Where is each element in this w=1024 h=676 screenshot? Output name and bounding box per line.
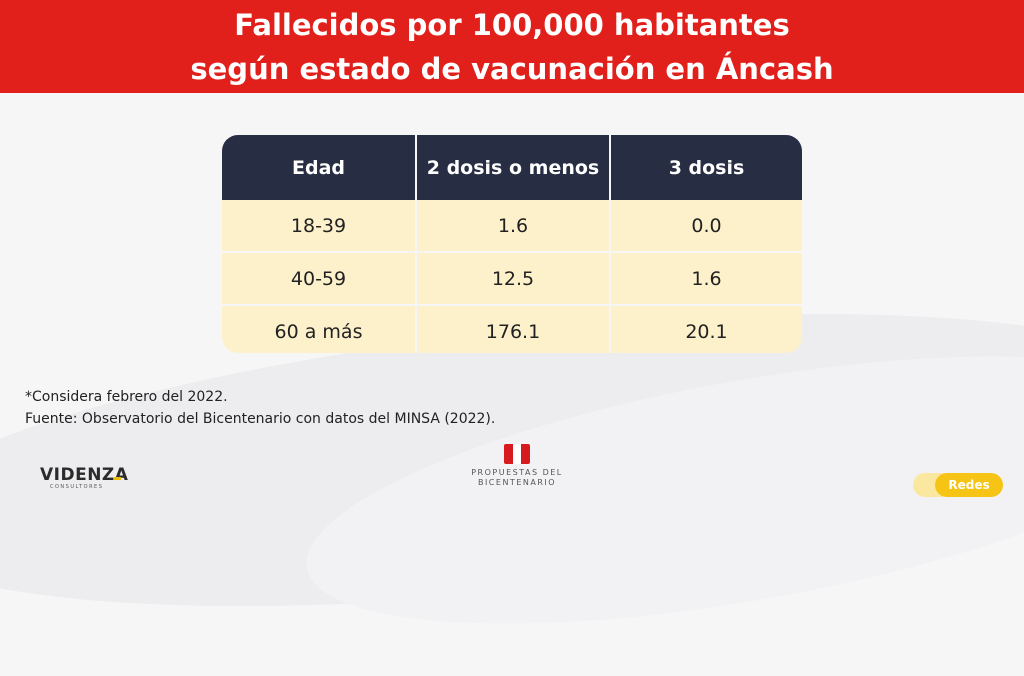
table-header-row: Edad 2 dosis o menos 3 dosis bbox=[222, 135, 802, 200]
table-cell-age: 40-59 bbox=[290, 267, 347, 290]
bicentenario-line-1: PROPUESTAS DEL bbox=[471, 468, 563, 477]
videnza-accent-mark bbox=[114, 477, 121, 480]
column-header-edad: Edad bbox=[291, 156, 345, 179]
footnote-fuente: Fuente: Observatorio del Bicentenario co… bbox=[25, 411, 496, 427]
redes-badge: Redes bbox=[913, 473, 1003, 497]
table-cell-2-dosis: 1.6 bbox=[415, 200, 609, 251]
videnza-logo: VIDENZA CONSULTORES bbox=[40, 466, 130, 494]
table-cell-age: 60 a más bbox=[274, 320, 363, 343]
title-banner: Fallecidos por 100,000 habitantes según … bbox=[0, 0, 1024, 93]
column-header-2-dosis: 2 dosis o menos bbox=[415, 135, 609, 200]
table-cell-3-dosis: 20.1 bbox=[609, 306, 802, 353]
bicentenario-logo: PROPUESTAS DEL BICENTENARIO bbox=[462, 444, 572, 494]
videnza-subtitle: CONSULTORES bbox=[50, 484, 104, 490]
title-line-1: Fallecidos por 100,000 habitantes bbox=[234, 8, 790, 42]
table-cell-3-dosis: 0.0 bbox=[609, 200, 802, 251]
footnote-considera: *Considera febrero del 2022. bbox=[25, 389, 228, 405]
title-line-2: según estado de vacunación en Áncash bbox=[190, 52, 834, 86]
footnotes: *Considera febrero del 2022. Fuente: Obs… bbox=[25, 386, 495, 430]
data-table: Edad 2 dosis o menos 3 dosis 18-39 1.6 0… bbox=[222, 135, 802, 353]
table-cell-age: 18-39 bbox=[290, 214, 347, 237]
peru-flag-icon bbox=[504, 444, 530, 464]
table-row: 40-59 12.5 1.6 bbox=[222, 251, 802, 304]
table-cell-3-dosis: 1.6 bbox=[609, 253, 802, 304]
table-row: 18-39 1.6 0.0 bbox=[222, 200, 802, 251]
redes-label: Redes bbox=[935, 473, 1003, 497]
bicentenario-line-2: BICENTENARIO bbox=[477, 478, 557, 487]
table-cell-2-dosis: 12.5 bbox=[415, 253, 609, 304]
table-cell-2-dosis: 176.1 bbox=[415, 306, 609, 353]
column-header-3-dosis: 3 dosis bbox=[609, 135, 802, 200]
table-row: 60 a más 176.1 20.1 bbox=[222, 304, 802, 353]
videnza-wordmark: VIDENZA bbox=[40, 465, 129, 485]
